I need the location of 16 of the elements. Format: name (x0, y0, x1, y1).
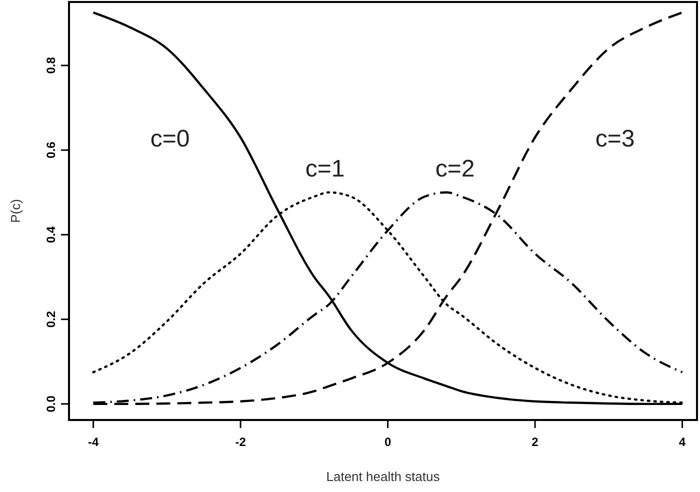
x-axis-title: Latent health status (326, 469, 440, 484)
y-tick-label: 0.2 (44, 310, 58, 328)
x-tick-label: -2 (235, 435, 246, 449)
x-tick-label: 4 (678, 435, 686, 449)
series-label: c=0 (150, 125, 190, 152)
series-label: c=3 (595, 125, 635, 152)
x-tick-label: 2 (532, 435, 539, 449)
y-tick-label: 0.4 (44, 226, 58, 244)
x-tick-label: 0 (384, 435, 392, 449)
x-tick-label: -4 (88, 435, 99, 449)
series-label: c=1 (305, 155, 345, 182)
y-tick-label: 0.6 (44, 141, 58, 158)
y-tick-label: 0.0 (44, 395, 58, 412)
y-tick-label: 0.8 (44, 56, 58, 74)
series-label: c=2 (435, 155, 475, 182)
y-axis-title: P(c) (8, 199, 23, 223)
